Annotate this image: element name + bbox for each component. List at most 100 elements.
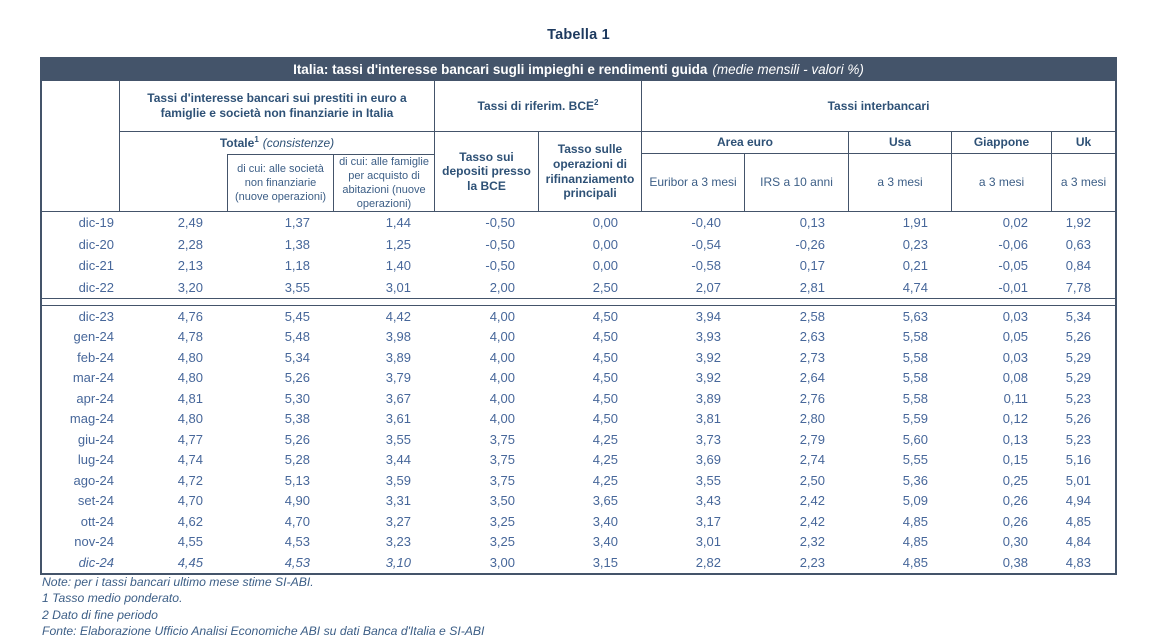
value-cell: 4,85 xyxy=(902,513,928,529)
row-label: mag-24 xyxy=(69,411,114,427)
value-cell: 4,81 xyxy=(177,390,203,406)
value-cell: 1,92 xyxy=(1065,215,1091,231)
footnote-line: 2 Dato di fine periodo xyxy=(42,607,158,622)
banner-title: Italia: tassi d'interesse bancari sugli … xyxy=(293,62,708,77)
header-area-euro: Area euro xyxy=(642,132,849,154)
value-cell: 0,21 xyxy=(902,258,928,274)
table-row: mar-24 4,80 5,26 3,79 4,00 4,50 3,92 2,64 5,58 0,… xyxy=(42,368,1115,389)
value-cell: 1,91 xyxy=(902,215,928,231)
value-cell: 0,08 xyxy=(1002,370,1028,386)
value-cell: 0,00 xyxy=(592,258,618,274)
row-label: dic-23 xyxy=(78,308,114,324)
value-cell: 2,13 xyxy=(177,258,203,274)
table-row: set-24 4,70 4,90 3,31 3,50 3,65 3,43 2,42 5,09 0,… xyxy=(42,491,1115,512)
value-cell: 4,76 xyxy=(177,308,203,324)
value-cell: 5,59 xyxy=(902,411,928,427)
value-cell: 3,93 xyxy=(695,329,721,345)
value-cell: 3,92 xyxy=(695,349,721,365)
value-cell: 5,09 xyxy=(902,493,928,509)
value-cell: 4,50 xyxy=(592,308,618,324)
row-label: dic-19 xyxy=(78,215,114,231)
value-cell: 4,50 xyxy=(592,329,618,345)
value-cell: 1,38 xyxy=(284,236,310,252)
value-cell: 4,25 xyxy=(592,431,618,447)
corner-cell xyxy=(42,81,120,211)
value-cell: 3,17 xyxy=(695,513,721,529)
table-row: mag-24 4,80 5,38 3,61 4,00 4,50 3,81 2,80 5,59 0,… xyxy=(42,409,1115,430)
value-cell: 5,30 xyxy=(284,390,310,406)
value-cell: 4,00 xyxy=(489,349,515,365)
value-cell: 5,34 xyxy=(1065,308,1091,324)
value-cell: 3,25 xyxy=(489,534,515,550)
value-cell: 3,43 xyxy=(695,493,721,509)
header-giappone-a3mesi: a 3 mesi xyxy=(952,154,1052,211)
group-header-loans: Tassi d'interesse bancari sui prestiti i… xyxy=(120,81,435,132)
value-cell: 5,29 xyxy=(1065,349,1091,365)
value-cell: 2,81 xyxy=(799,279,825,295)
value-cell: 0,11 xyxy=(1003,390,1028,406)
value-cell: 3,01 xyxy=(695,534,721,550)
value-cell: 4,80 xyxy=(177,349,203,365)
table-header: Tassi d'interesse bancari sui prestiti i… xyxy=(42,81,1115,212)
value-cell: 3,31 xyxy=(385,493,411,509)
value-cell: 1,18 xyxy=(284,258,310,274)
value-cell: 0,84 xyxy=(1065,258,1091,274)
value-cell: -0,26 xyxy=(795,236,825,252)
row-label: set-24 xyxy=(77,493,114,509)
value-cell: 3,40 xyxy=(592,534,618,550)
value-cell: 5,23 xyxy=(1065,431,1091,447)
value-cell: 4,53 xyxy=(284,554,310,570)
value-cell: 4,70 xyxy=(177,493,203,509)
value-cell: 2,28 xyxy=(177,236,203,252)
value-cell: 2,50 xyxy=(799,472,825,488)
row-label: dic-21 xyxy=(78,258,114,274)
value-cell: 5,26 xyxy=(1065,329,1091,345)
value-cell: 5,58 xyxy=(902,370,928,386)
header-usa: Usa xyxy=(849,132,952,154)
row-label: ago-24 xyxy=(73,472,114,488)
value-cell: 0,25 xyxy=(1002,472,1028,488)
value-cell: 0,13 xyxy=(1002,431,1028,447)
monthly-rates-table: dic-23 4,76 5,45 4,42 4,00 4,50 3,94 2,58 5,63 0,… xyxy=(42,306,1115,573)
value-cell: -0,05 xyxy=(998,258,1028,274)
value-cell: 4,85 xyxy=(902,554,928,570)
value-cell: 0,03 xyxy=(1002,308,1028,324)
value-cell: 2,58 xyxy=(799,308,825,324)
value-cell: 2,64 xyxy=(799,370,825,386)
header-uk-a3mesi: a 3 mesi xyxy=(1060,175,1107,190)
value-cell: 4,50 xyxy=(592,349,618,365)
value-cell: 5,48 xyxy=(284,329,310,345)
value-cell: 5,38 xyxy=(284,411,310,427)
value-cell: 4,00 xyxy=(489,390,515,406)
value-cell: 3,59 xyxy=(385,472,411,488)
table-row: feb-24 4,80 5,34 3,89 4,00 4,50 3,92 2,73 5,58 0,… xyxy=(42,347,1115,368)
value-cell: 4,00 xyxy=(489,308,515,324)
value-cell: 5,58 xyxy=(902,349,928,365)
footnotes: Note: per i tassi bancari ultimo mese st… xyxy=(42,574,1042,640)
value-cell: 5,55 xyxy=(902,452,928,468)
value-cell: -0,50 xyxy=(485,215,515,231)
row-label: dic-24 xyxy=(78,554,114,570)
banner-subtitle: (medie mensili - valori %) xyxy=(712,62,864,77)
value-cell: 1,44 xyxy=(385,215,411,231)
table-row: dic-22 3,20 3,55 3,01 2,00 2,50 2,07 2,81 4,74 -0… xyxy=(42,277,1115,299)
value-cell: 4,83 xyxy=(1065,554,1091,570)
row-label: dic-22 xyxy=(78,279,114,295)
value-cell: 3,89 xyxy=(695,390,721,406)
value-cell: 2,73 xyxy=(799,349,825,365)
value-cell: 3,75 xyxy=(489,472,515,488)
value-cell: 3,61 xyxy=(385,411,411,427)
value-cell: 3,67 xyxy=(385,390,411,406)
value-cell: 2,42 xyxy=(799,513,825,529)
rates-table: Italia: tassi d'interesse bancari sugli … xyxy=(40,57,1117,575)
value-cell: 1,37 xyxy=(284,215,310,231)
value-cell: 4,85 xyxy=(1065,513,1091,529)
header-di-cui-societa: di cui: alle società non finanziarie (nu… xyxy=(227,154,334,211)
value-cell: 5,16 xyxy=(1065,452,1091,468)
value-cell: 5,29 xyxy=(1065,370,1091,386)
value-cell: 4,85 xyxy=(902,534,928,550)
value-cell: 2,49 xyxy=(177,215,203,231)
value-cell: -0,58 xyxy=(691,258,721,274)
page-title: Tabella 1 xyxy=(547,27,610,43)
value-cell: 5,01 xyxy=(1065,472,1091,488)
